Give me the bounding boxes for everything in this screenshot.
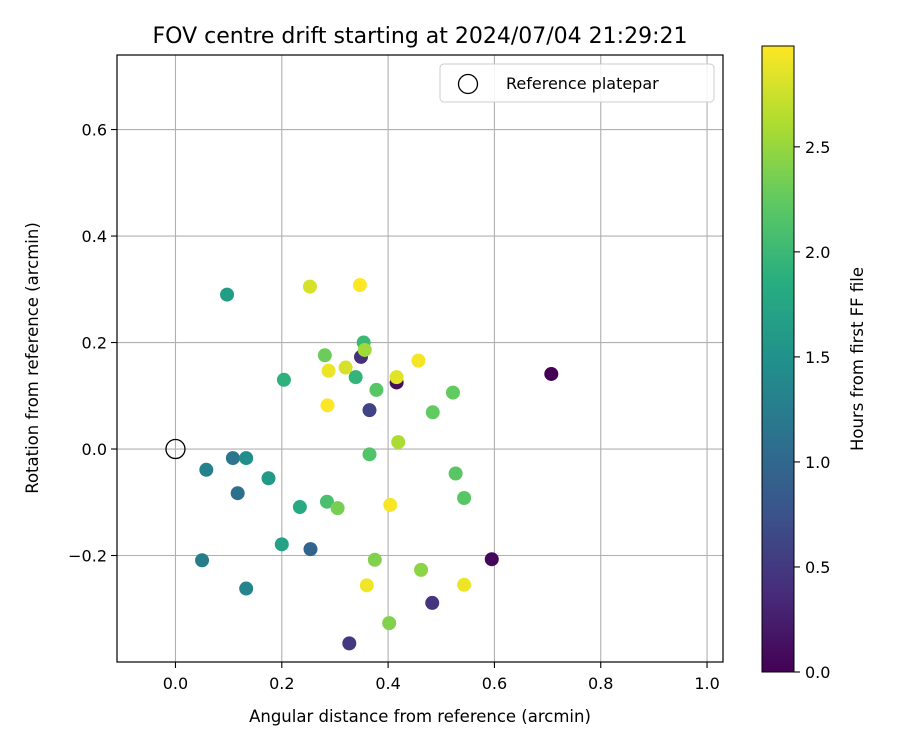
data-point-27	[445, 385, 460, 400]
colorbar-tick-label-4: 2.0	[805, 243, 830, 262]
data-point-11	[199, 462, 214, 477]
axes-frame	[116, 54, 724, 663]
data-point-9	[225, 451, 240, 466]
legend: Reference platepar	[439, 63, 715, 103]
y-tick-label-3: 0.4	[82, 227, 107, 246]
reference-marker-layer	[165, 438, 186, 460]
data-point-5	[342, 636, 357, 651]
reference-platepar-marker	[165, 438, 186, 460]
x-tick-label-4: 0.8	[588, 674, 613, 693]
y-axis-ticks: −0.2 0.0 0.2 0.4 0.6	[68, 121, 117, 566]
data-point-4	[425, 595, 440, 610]
x-axis-label: Angular distance from reference (arcmin)	[249, 707, 591, 726]
data-point-43	[320, 398, 335, 413]
data-point-26	[425, 405, 440, 420]
data-point-21	[319, 494, 334, 509]
data-point-23	[369, 382, 384, 397]
x-tick-label-0: 0.0	[163, 674, 188, 693]
data-point-39	[457, 577, 472, 592]
data-point-28	[317, 348, 332, 363]
data-point-1	[484, 552, 499, 567]
data-point-30	[367, 552, 382, 567]
data-point-22	[362, 447, 377, 462]
data-point-36	[338, 360, 353, 375]
data-point-8	[230, 486, 245, 501]
data-point-40	[359, 578, 374, 593]
colorbar-gradient	[761, 45, 795, 673]
data-point-33	[357, 342, 372, 357]
data-points	[195, 278, 559, 651]
data-point-42	[383, 497, 398, 512]
data-point-24	[448, 466, 463, 481]
data-point-18	[276, 372, 291, 387]
data-point-13	[239, 451, 254, 466]
colorbar-tick-label-3: 1.5	[805, 348, 830, 367]
data-point-15	[220, 287, 235, 302]
data-point-25	[457, 491, 472, 506]
legend-reference-marker	[457, 73, 479, 95]
colorbar-tick-label-1: 0.5	[805, 558, 830, 577]
y-axis-label: Rotation from reference (arcmin)	[23, 222, 42, 494]
data-point-14	[261, 471, 276, 486]
x-tick-label-1: 0.2	[269, 674, 294, 693]
colorbar-tick-label-0: 0.0	[805, 663, 830, 682]
y-tick-label-2: 0.2	[82, 334, 107, 353]
data-point-12	[239, 581, 254, 596]
colorbar-tick-label-5: 2.5	[805, 138, 830, 157]
colorbar-tick-label-2: 1.0	[805, 453, 830, 472]
data-point-35	[302, 279, 317, 294]
data-point-44	[352, 278, 367, 293]
data-point-17	[292, 500, 307, 515]
data-point-6	[362, 403, 377, 418]
data-point-16	[274, 537, 289, 552]
data-point-41	[411, 353, 426, 368]
data-point-0	[544, 366, 559, 381]
grid	[117, 55, 723, 662]
y-tick-label-1: 0.0	[82, 440, 107, 459]
data-point-29	[330, 501, 345, 516]
chart-title: FOV centre drift starting at 2024/07/04 …	[153, 24, 688, 49]
data-point-34	[391, 435, 406, 450]
y-tick-label-4: 0.6	[82, 121, 107, 140]
data-point-38	[321, 363, 336, 378]
y-tick-label-0: −0.2	[68, 547, 107, 566]
colorbar: 0.0 0.5 1.0 1.5 2.0 2.5 Hours from first FF f…	[761, 45, 867, 682]
data-point-10	[195, 553, 210, 568]
x-tick-label-2: 0.4	[375, 674, 400, 693]
data-point-37	[389, 370, 404, 385]
legend-box	[439, 63, 715, 103]
x-tick-label-5: 1.0	[694, 674, 719, 693]
colorbar-ticks: 0.0 0.5 1.0 1.5 2.0 2.5	[794, 138, 830, 682]
legend-entry-reference: Reference platepar	[506, 74, 659, 93]
data-point-7	[303, 542, 318, 557]
data-point-32	[414, 562, 429, 577]
x-tick-label-3: 0.6	[482, 674, 507, 693]
data-point-19	[348, 370, 363, 385]
x-axis-ticks: 0.0 0.2 0.4 0.6 0.8 1.0	[163, 662, 720, 693]
data-point-31	[382, 616, 397, 631]
colorbar-label: Hours from first FF file	[848, 267, 867, 451]
